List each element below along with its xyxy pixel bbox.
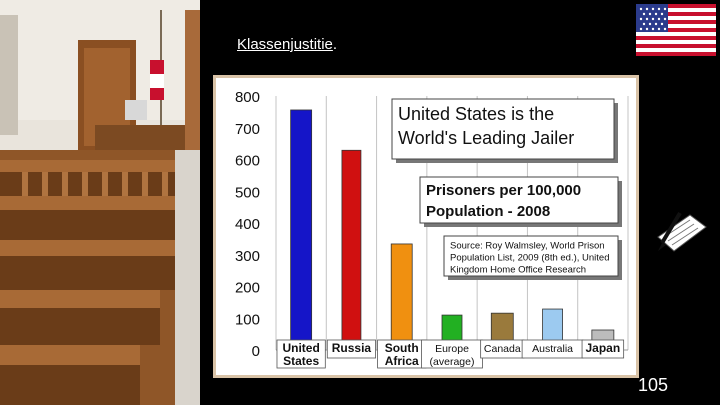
chart-source: Source: Roy Walmsley, World PrisonPopula…	[443, 235, 622, 280]
svg-text:States: States	[283, 354, 319, 368]
y-tick-label: 800	[235, 89, 260, 106]
pen-writing-icon	[650, 207, 714, 259]
svg-text:Kingdom Home Office Research: Kingdom Home Office Research	[450, 265, 586, 276]
svg-text:World's Leading Jailer: World's Leading Jailer	[398, 128, 574, 148]
y-tick-label: 0	[252, 343, 260, 360]
x-tick-label: Russia	[326, 339, 376, 359]
slide-heading-suffix: .	[332, 36, 338, 53]
chart-title: United States is the World's Leading Jail…	[391, 98, 618, 163]
svg-text:Population - 2008: Population - 2008	[426, 203, 550, 220]
chart-subtitle: Prisoners per 100,000 Population - 2008	[419, 176, 622, 227]
svg-text:Population List, 2009 (8th ed.: Population List, 2009 (8th ed.), United	[450, 253, 610, 264]
svg-text:United States is the: United States is the	[398, 104, 554, 124]
y-tick-label: 700	[235, 121, 260, 138]
svg-text:Australia: Australia	[532, 343, 573, 355]
x-tick-label: Europe(average)	[421, 339, 483, 369]
svg-text:South: South	[385, 341, 419, 355]
slide-number: 105	[638, 375, 669, 395]
y-tick-label: 500	[235, 184, 260, 201]
y-tick-label: 600	[235, 153, 260, 170]
svg-text:Prisoners per 100,000: Prisoners per 100,000	[426, 182, 581, 199]
y-tick-label: 300	[235, 248, 260, 265]
slide-heading-link[interactable]: Klassenjustitie	[237, 36, 333, 53]
svg-text:Africa: Africa	[385, 354, 419, 368]
bar	[390, 243, 413, 351]
bar	[341, 149, 362, 351]
svg-text:Japan: Japan	[586, 341, 621, 355]
x-tick-label: Canada	[480, 339, 525, 359]
svg-text:Europe: Europe	[435, 343, 469, 355]
svg-text:Canada: Canada	[484, 343, 521, 355]
y-tick-label: 100	[235, 311, 260, 328]
svg-text:(average): (average)	[430, 356, 475, 368]
svg-text:Russia: Russia	[332, 341, 372, 355]
y-tick-label: 200	[235, 280, 260, 297]
chart-frame: 0 100 200 300 400 500 600 700 800 United States Ru…	[213, 75, 639, 378]
y-tick-label: 400	[235, 216, 260, 233]
courtroom-photo	[0, 0, 200, 405]
slide-heading: Klassenjustitie.	[237, 36, 337, 53]
svg-text:United: United	[282, 341, 319, 355]
courtroom-photo-icon	[0, 0, 200, 405]
bar	[290, 109, 313, 351]
x-tick-label: Japan	[581, 339, 625, 359]
x-tick-label: Australia	[521, 339, 584, 359]
svg-text:Source: Roy Walmsley, World Pr: Source: Roy Walmsley, World Prison	[450, 241, 605, 252]
us-flag-icon	[636, 4, 716, 56]
